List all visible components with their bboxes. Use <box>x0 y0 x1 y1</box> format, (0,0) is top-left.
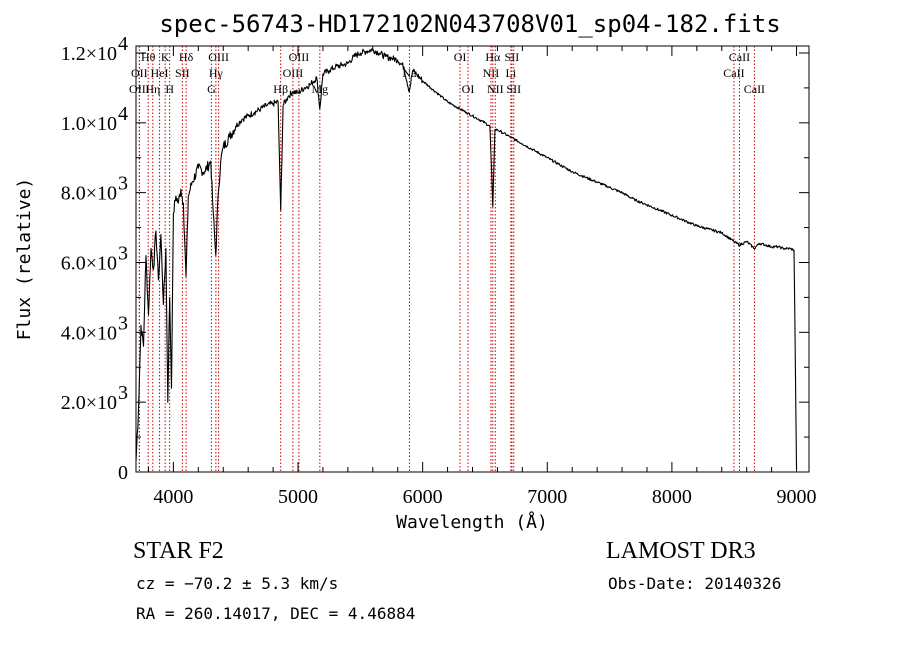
y-axis-label: Flux (relative) <box>14 178 35 341</box>
y-tick-exponent: 3 <box>118 382 128 404</box>
spectral-line-label: NII <box>483 66 500 80</box>
chart-title: spec-56743-HD172102N043708V01_sp04-182.f… <box>159 10 780 38</box>
x-tick-label: 4000 <box>153 486 193 508</box>
y-tick-label: 0 <box>118 462 128 484</box>
spectral-line-label: SII <box>175 66 190 80</box>
spectrum-series-line <box>135 48 798 469</box>
spectral-line-label: CaII <box>723 66 744 80</box>
spectral-line-label: SII <box>505 50 520 64</box>
spectral-line-label: OIII <box>283 66 304 80</box>
spectral-line-label: Hδ <box>179 50 194 64</box>
spectral-line-label: Mg <box>311 82 328 96</box>
spectral-lines-layer: OIIOIIIHθHηHeIKHSIIHδGHγOIIIHβOIIIOIIIMg… <box>129 46 765 472</box>
x-axis-label: Wavelength (Å) <box>396 511 548 533</box>
x-tick-label: 6000 <box>403 486 443 508</box>
x-tick-label: 5000 <box>278 486 318 508</box>
observation-date: Obs-Date: 20140326 <box>608 574 782 593</box>
y-tick-label: 2.0×10 <box>61 392 117 414</box>
spectral-line-label: Li <box>506 66 517 80</box>
spectral-line-label: G <box>207 82 216 96</box>
plot-frame <box>135 45 810 473</box>
spectral-line-label: OIII <box>208 50 229 64</box>
spectral-line-label: Hβ <box>273 82 288 96</box>
spectral-line-label: OI <box>462 82 475 96</box>
y-tick-label: 1.0×10 <box>61 113 117 135</box>
redshift-cz: cz = −70.2 ± 5.3 km/s <box>136 574 339 593</box>
spectral-line-label: CaII <box>744 82 765 96</box>
y-tick-exponent: 4 <box>118 103 128 125</box>
spectral-line-label: Hγ <box>209 66 224 80</box>
spectral-line-label: OII <box>131 66 148 80</box>
x-tick-label: 9000 <box>777 486 817 508</box>
x-tick-label: 7000 <box>527 486 567 508</box>
spectral-line-label: K <box>161 50 170 64</box>
spectral-line-label: H <box>165 82 174 96</box>
y-tick-label: 4.0×10 <box>61 322 117 344</box>
y-tick-labels: 02.0×10 34.0×10 36.0×10 38.0×10 31.0×10 41.2×… <box>61 33 128 484</box>
spectrum-chart: spec-56743-HD172102N043708V01_sp04-182.f… <box>14 10 817 533</box>
object-class: STAR F2 <box>133 538 224 564</box>
spectral-line-label: OI <box>454 50 467 64</box>
spectral-line-label: Hα <box>485 50 501 64</box>
axis-ticks <box>136 46 809 473</box>
spectral-line-label: CaII <box>729 50 750 64</box>
survey-name: LAMOST DR3 <box>606 538 756 564</box>
spectral-line-label: OIII <box>129 82 150 96</box>
spectral-line-label: OIII <box>289 50 310 64</box>
y-tick-exponent: 3 <box>118 242 128 264</box>
spectral-line-label: Hη <box>145 82 160 96</box>
x-tick-label: 8000 <box>652 486 692 508</box>
y-tick-exponent: 4 <box>118 33 128 55</box>
spectral-line-label: SII <box>506 82 521 96</box>
y-tick-label: 8.0×10 <box>61 183 117 205</box>
x-tick-labels: 4000 5000 6000 7000 8000 9000 <box>153 486 816 508</box>
spectral-line-label: HeI <box>151 66 169 80</box>
spectral-line-label: NII <box>487 82 504 96</box>
y-tick-exponent: 3 <box>118 312 128 334</box>
ra-dec: RA = 260.14017, DEC = 4.46884 <box>136 604 416 623</box>
y-tick-label: 1.2×10 <box>61 43 117 65</box>
y-tick-exponent: 3 <box>118 173 128 195</box>
y-tick-label: 6.0×10 <box>61 252 117 274</box>
spectral-line-label: Hθ <box>141 50 156 64</box>
